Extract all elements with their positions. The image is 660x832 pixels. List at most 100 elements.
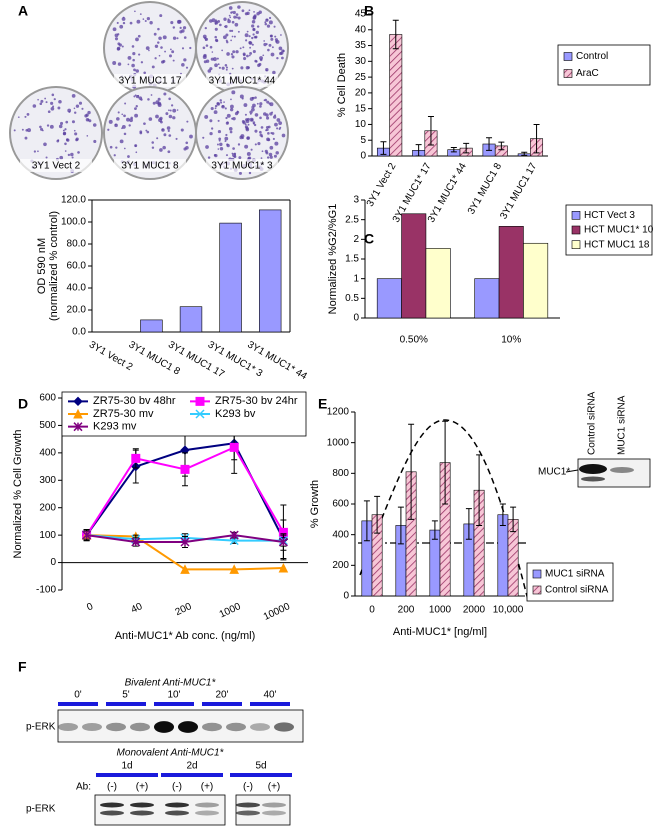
colony: [226, 52, 230, 56]
colony: [44, 97, 47, 100]
colony: [157, 41, 160, 44]
colony: [248, 171, 252, 175]
colony: [64, 142, 67, 146]
colony: [53, 98, 56, 101]
bar: [389, 34, 403, 157]
colony: [269, 112, 273, 116]
colony: [229, 29, 232, 32]
y-tick-label: 200: [332, 560, 349, 571]
colony: [248, 54, 251, 57]
colony: [214, 63, 218, 68]
colony: [139, 13, 142, 15]
error-bar: [498, 141, 505, 151]
error-bar: [363, 500, 370, 542]
colony: [135, 151, 138, 154]
colony: [264, 149, 268, 153]
treatment-label: (+): [201, 782, 214, 793]
blot-band: [250, 723, 270, 731]
colony: [260, 157, 263, 159]
legend-label: HCT Vect 3: [584, 210, 635, 221]
colony: [269, 155, 273, 159]
colony: [87, 110, 91, 115]
colony: [114, 37, 119, 41]
plate-label-bg: [20, 159, 92, 172]
colony: [221, 66, 225, 70]
colony: [228, 127, 233, 131]
y-tick-label: 15: [355, 103, 367, 114]
colony: [222, 35, 227, 40]
x-tick-label: 40: [129, 601, 144, 616]
colony: [74, 132, 78, 136]
colony: [237, 30, 240, 33]
colony: [252, 49, 256, 54]
colony: [172, 36, 177, 40]
colony: [51, 93, 55, 97]
bar: [179, 306, 203, 333]
blot-band: [58, 722, 78, 732]
colony: [75, 104, 80, 108]
y-tick-label: -100: [36, 585, 56, 596]
colony: [232, 116, 236, 121]
y-tick-label: 1: [353, 273, 359, 284]
colony: [269, 145, 274, 150]
legend-swatch: [571, 225, 581, 235]
colony: [248, 35, 251, 38]
colony: [117, 62, 122, 66]
x-tick-label: 3Y1 MUC1* 44: [426, 161, 469, 225]
x-tick-label: 0.50%: [400, 335, 428, 346]
colony: [164, 50, 166, 53]
colony: [266, 18, 269, 21]
legend-label: AraC: [576, 68, 599, 79]
colony: [119, 24, 124, 29]
colony: [117, 42, 121, 46]
colony: [253, 11, 255, 13]
colony: [176, 109, 179, 111]
bar: [425, 248, 451, 319]
colony: [228, 6, 233, 10]
colony: [154, 44, 159, 49]
plate-label: 3Y1 Vect 2: [32, 161, 81, 172]
colony: [129, 21, 133, 25]
marker: [131, 453, 141, 463]
colony: [160, 46, 163, 49]
colony: [85, 113, 89, 117]
colony: [165, 112, 169, 116]
lane-bar: [154, 702, 194, 706]
colony: [245, 39, 248, 42]
blot-title: Monovalent Anti-MUC1*: [117, 748, 225, 759]
colony: [151, 65, 155, 69]
colony: [226, 143, 230, 148]
colony: [148, 117, 153, 121]
colony: [204, 39, 207, 42]
error-bar: [380, 141, 387, 155]
colony: [134, 144, 138, 148]
colony: [148, 49, 150, 52]
colony: [214, 153, 218, 158]
panel-letter: E: [318, 396, 327, 412]
marker: [131, 537, 141, 547]
colony: [142, 18, 145, 20]
colony: [62, 129, 65, 132]
colony: [218, 66, 221, 69]
colony: [281, 133, 286, 138]
colony: [211, 18, 216, 23]
colony: [207, 69, 212, 73]
colony: [227, 18, 230, 21]
colony: [209, 45, 213, 49]
colony: [162, 59, 166, 63]
colony: [27, 128, 31, 133]
legend-label: ZR75-30 bv 24hr: [215, 395, 298, 407]
y-tick-label: 45: [355, 9, 367, 20]
ab-label: Ab:: [76, 782, 91, 793]
error-bar: [427, 116, 434, 146]
day-label: 2d: [186, 761, 197, 772]
colony: [266, 100, 270, 104]
colony: [145, 129, 148, 132]
colony: [246, 54, 249, 58]
colony: [214, 104, 218, 108]
colony: [224, 107, 227, 110]
colony: [116, 117, 120, 121]
colony: [223, 17, 227, 21]
colony: [216, 143, 219, 146]
colony: [244, 144, 249, 149]
